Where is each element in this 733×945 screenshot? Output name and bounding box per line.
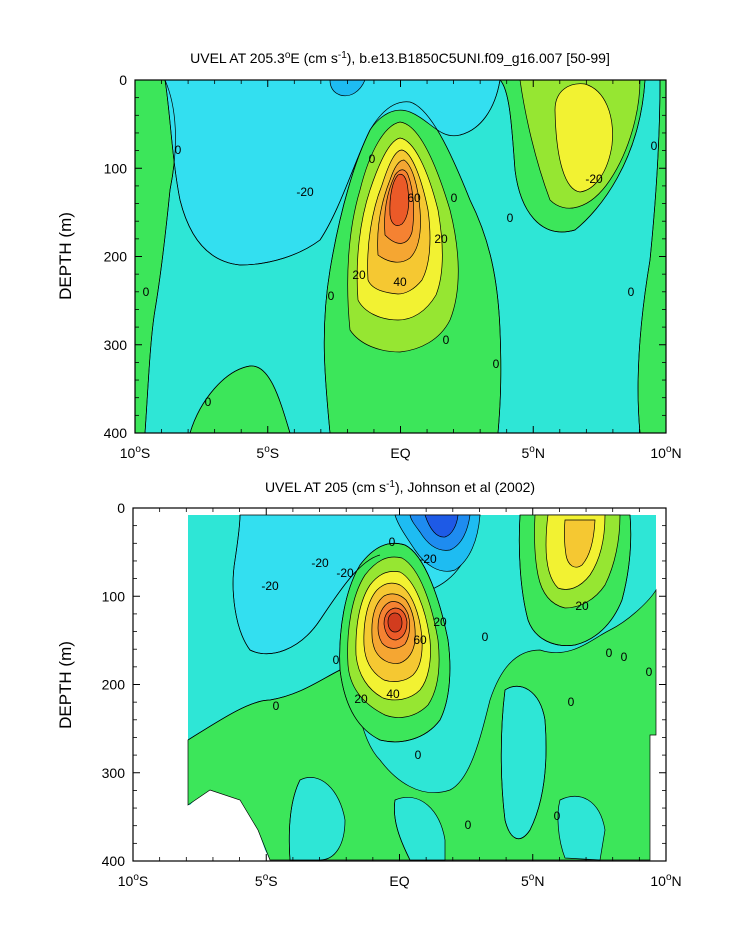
- top-clabel: 0: [328, 289, 335, 303]
- bottom-clabel: 0: [465, 818, 472, 832]
- x-tick-label: 5oS: [255, 872, 278, 889]
- bottom-panel: UVEL AT 205 (cm s-1), Johnson et al (200…: [56, 479, 682, 889]
- bottom-x-axis: 10oS 5oS EQ 5oN 10oN: [118, 508, 682, 889]
- top-ylabel: DEPTH (m): [56, 212, 75, 300]
- top-contour-lines: [144, 80, 661, 433]
- x-tick-label: 10oS: [120, 444, 150, 461]
- bottom-clabel: -20: [311, 556, 329, 570]
- bottom-fill-blue-core: [424, 514, 459, 538]
- x-tick-label: EQ: [389, 873, 409, 889]
- top-title: UVEL AT 205.3oE (cm s-1), b.e13.B1850C5U…: [190, 50, 610, 66]
- bottom-clabel: 0: [621, 650, 628, 664]
- bottom-fill-darkred-core: [387, 612, 403, 633]
- x-tick-label: 5oS: [256, 444, 279, 461]
- top-x-axis: 10oS 5oS EQ 5oN 10oN: [120, 80, 682, 461]
- y-tick-label: 300: [104, 337, 128, 353]
- x-tick-label: 10oN: [650, 444, 681, 461]
- top-contour-labels: 0 0 -20 0 60 0 20 0 40 20 0 0 -20 0 0 0 …: [143, 139, 658, 409]
- top-clabel: 0: [143, 285, 150, 299]
- bottom-clabel: -20: [261, 579, 279, 593]
- top-contour-fill: [135, 80, 666, 433]
- bottom-fill-orange-east: [563, 519, 596, 568]
- top-clabel: 0: [205, 395, 212, 409]
- bottom-clabel: 40: [386, 687, 400, 701]
- x-tick-label: 10oS: [118, 872, 148, 889]
- top-clabel: -20: [585, 172, 603, 186]
- bottom-clabel: 0: [415, 748, 422, 762]
- bottom-clabel: -20: [336, 566, 354, 580]
- bottom-clabel: 0: [646, 665, 653, 679]
- top-clabel: 0: [175, 143, 182, 157]
- y-tick-label: 400: [102, 853, 126, 869]
- bottom-clabel: 20: [354, 692, 368, 706]
- y-tick-label: 100: [104, 160, 128, 176]
- top-clabel: 0: [507, 211, 514, 225]
- y-tick-label: 0: [119, 72, 127, 88]
- bottom-clabel: 60: [413, 633, 427, 647]
- bottom-contour-labels: -20 -20 -20 0 -20 20 60 40 20 0 0 0 20 0…: [261, 535, 652, 832]
- bottom-clabel: -20: [419, 552, 437, 566]
- bottom-contour-fill: [187, 514, 657, 861]
- bottom-clabel: 0: [273, 699, 280, 713]
- bottom-clabel: 0: [333, 653, 340, 667]
- top-clabel: 0: [651, 139, 658, 153]
- top-clabel: -20: [296, 185, 314, 199]
- bottom-clabel: 0: [554, 809, 561, 823]
- top-clabel: 0: [443, 333, 450, 347]
- bottom-clabel: 0: [482, 630, 489, 644]
- top-fill-blue-patch: [329, 80, 366, 97]
- bottom-fill-cyan-lower-d: [557, 795, 606, 861]
- top-clabel: 0: [369, 152, 376, 166]
- y-tick-label: 200: [102, 677, 126, 693]
- top-clabel: 20: [434, 232, 448, 246]
- y-tick-label: 400: [104, 425, 128, 441]
- bottom-ylabel: DEPTH (m): [56, 641, 75, 729]
- x-tick-label: 5oN: [521, 872, 544, 889]
- y-tick-label: 300: [102, 765, 126, 781]
- top-fill-yellow-east: [554, 83, 613, 193]
- bottom-clabel: 20: [575, 599, 589, 613]
- top-panel: UVEL AT 205.3oE (cm s-1), b.e13.B1850C5U…: [56, 50, 682, 461]
- top-clabel: 0: [493, 357, 500, 371]
- top-fill-red-core: [389, 173, 410, 226]
- top-clabel: 40: [393, 275, 407, 289]
- y-tick-label: 200: [104, 249, 128, 265]
- bottom-clabel: 20: [433, 615, 447, 629]
- x-tick-label: 10oN: [650, 872, 681, 889]
- bottom-title: UVEL AT 205 (cm s-1), Johnson et al (200…: [265, 479, 535, 495]
- x-tick-label: EQ: [390, 445, 410, 461]
- top-clabel: 20: [352, 268, 366, 282]
- y-tick-label: 0: [117, 500, 125, 516]
- x-tick-label: 5oN: [522, 444, 545, 461]
- top-clabel: 0: [628, 285, 635, 299]
- bottom-contour-lines: [187, 514, 632, 861]
- bottom-clabel: 0: [568, 695, 575, 709]
- bottom-clabel: 0: [389, 535, 396, 549]
- top-clabel: 0: [451, 191, 458, 205]
- bottom-clabel: 0: [606, 646, 613, 660]
- top-clabel: 60: [407, 191, 421, 205]
- y-tick-label: 100: [102, 588, 126, 604]
